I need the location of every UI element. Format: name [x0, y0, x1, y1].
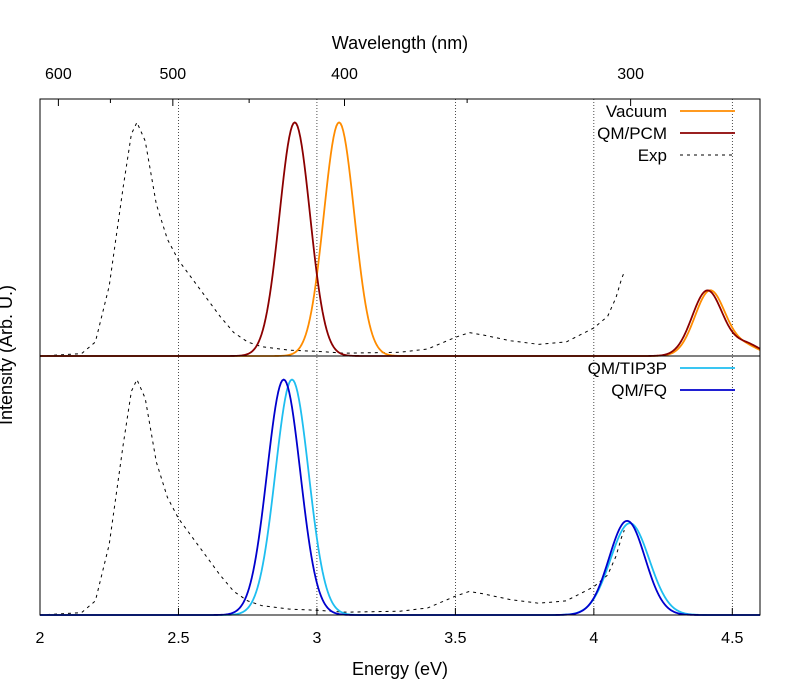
legend-label: QM/TIP3P	[588, 359, 667, 378]
x2-tick-label-1: 500	[159, 66, 186, 83]
legend-entry-exp: Exp	[638, 146, 735, 165]
legend-label: QM/FQ	[611, 381, 667, 400]
x2-tick-label-0: 600	[45, 66, 72, 83]
legend-entry-qm-tip3p: QM/TIP3P	[588, 359, 735, 378]
legend-entry-qm-pcm: QM/PCM	[597, 124, 735, 143]
x-tick-label-2: 3	[312, 630, 321, 647]
outer-frame	[39, 98, 761, 616]
x-axis-label: Energy (eV)	[352, 659, 448, 679]
legend-entry-vacuum: Vacuum	[606, 102, 735, 121]
x-tick-label-1: 2.5	[167, 630, 189, 647]
x-tick-label-3: 3.5	[444, 630, 466, 647]
x-tick-label-4: 4	[589, 630, 598, 647]
legend-label: Exp	[638, 146, 667, 165]
series-exp-curve-panel-2	[39, 379, 625, 616]
legend: Vacuum QM/PCM Exp QM/TIP3P QM/FQ	[588, 102, 735, 400]
series-exp-panel-1	[39, 121, 625, 357]
legend-label: QM/PCM	[597, 124, 667, 143]
axis-ticks: 2 2.5 3 3.5 4 4.5 600 500 400 300	[36, 66, 744, 647]
x2-tick-label-3: 300	[617, 66, 644, 83]
legend-entry-qm-fq: QM/FQ	[611, 381, 735, 400]
x2-tick-label-2: 400	[331, 66, 358, 83]
x2-axis-label: Wavelength (nm)	[332, 33, 468, 53]
grid-lines	[178, 99, 733, 615]
plot-frame	[39, 98, 761, 616]
y-axis-label: Intensity (Arb. U.)	[0, 285, 16, 425]
x-tick-label-0: 2	[36, 630, 45, 647]
x-tick-label-5: 4.5	[721, 630, 743, 647]
legend-label: Vacuum	[606, 102, 667, 121]
